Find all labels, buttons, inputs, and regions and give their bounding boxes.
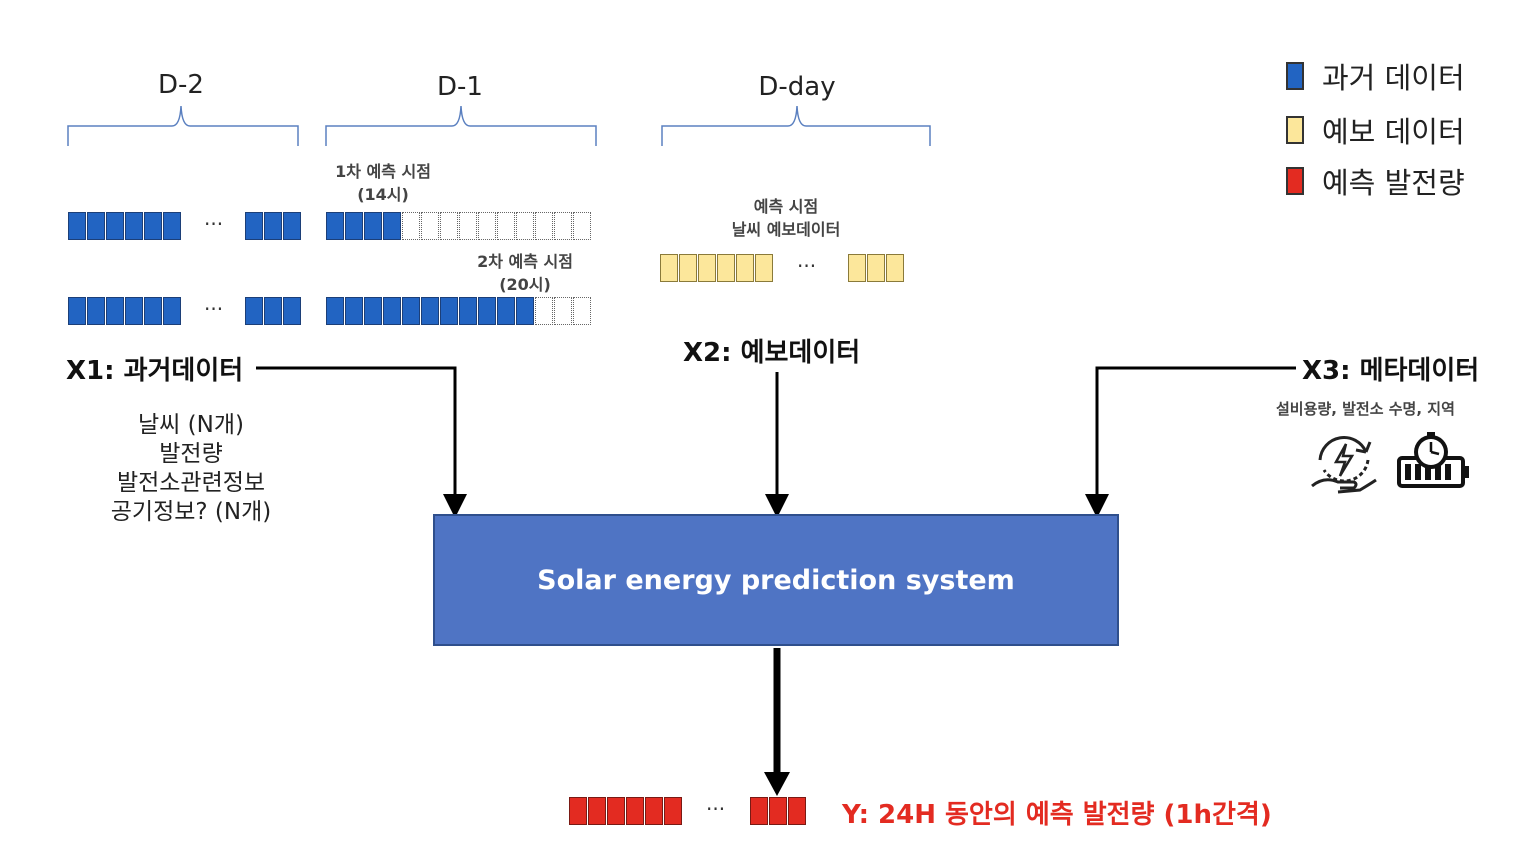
- legend-label-prediction: 예측 발전량: [1322, 166, 1465, 200]
- d2-row-1-ellipsis: ···: [204, 212, 224, 236]
- prediction-system-box: Solar energy prediction system: [433, 514, 1119, 646]
- note-second-forecast-line-1: 2차 예측 시점: [477, 252, 573, 271]
- battery-clock-icon: [1397, 432, 1469, 488]
- prediction-system-label: Solar energy prediction system: [537, 564, 1015, 596]
- d1-row-2: [326, 297, 592, 325]
- x1-item-plant-info: 발전소관련정보: [116, 470, 266, 496]
- legend-item-past: 과거 데이터: [1286, 55, 1465, 97]
- output-label: Y: 24H 동안의 예측 발전량 (1h간격): [842, 800, 1272, 830]
- x1-label: X1: 과거데이터: [66, 356, 244, 386]
- d2-row-2-block-b: [245, 297, 302, 325]
- x2-label: X2: 예보데이터: [683, 338, 861, 368]
- output-row-block-b: [750, 797, 807, 825]
- day-label-d2: D-2: [158, 70, 204, 100]
- note-first-forecast-line-2: (14시): [357, 185, 409, 204]
- legend-item-forecast: 예보 데이터: [1286, 109, 1465, 151]
- d2-row-2-ellipsis: ···: [204, 297, 224, 321]
- note-forecast-time-line-1: 예측 시점: [753, 197, 819, 216]
- note-first-forecast: 1차 예측 시점 (14시): [318, 160, 448, 206]
- note-first-forecast-line-1: 1차 예측 시점: [335, 162, 431, 181]
- x1-item-generation: 발전량: [159, 441, 223, 467]
- x1-item-air-info: 공기정보? (N개): [110, 499, 272, 525]
- brace-d1: [325, 105, 597, 146]
- legend-swatch-forecast: [1286, 116, 1304, 144]
- dday-row-block-a: [660, 254, 774, 282]
- output-arrowhead: [764, 772, 790, 796]
- note-forecast-time-line-2: 날씨 예보데이터: [731, 220, 841, 239]
- x3-label: X3: 메타데이터: [1302, 356, 1480, 386]
- brace-dday: [661, 105, 931, 146]
- legend-item-prediction: 예측 발전량: [1286, 160, 1465, 202]
- note-second-forecast-line-2: (20시): [499, 275, 551, 294]
- output-row-block-a: [569, 797, 683, 825]
- note-second-forecast: 2차 예측 시점 (20시): [460, 250, 590, 296]
- d2-row-2-block-a: [68, 297, 182, 325]
- output-row-ellipsis: ···: [706, 797, 726, 821]
- dday-row-ellipsis: ···: [797, 254, 817, 278]
- legend-label-past: 과거 데이터: [1322, 61, 1465, 95]
- hand-energy-icon: [1311, 435, 1377, 494]
- day-label-d1: D-1: [437, 72, 483, 102]
- x3-arrow: [1085, 366, 1296, 518]
- d1-row-1: [326, 212, 592, 240]
- x1-item-weather: 날씨 (N개): [138, 412, 244, 438]
- legend-swatch-past: [1286, 62, 1304, 90]
- legend-swatch-prediction: [1286, 167, 1304, 195]
- day-label-dday: D-day: [758, 72, 836, 102]
- x3-description: 설비용량, 발전소 수명, 지역: [1276, 400, 1455, 418]
- note-forecast-time: 예측 시점 날씨 예보데이터: [706, 195, 866, 241]
- d2-row-1-block-a: [68, 212, 182, 240]
- x1-description: 날씨 (N개) 발전량 발전소관련정보 공기정보? (N개): [41, 411, 341, 527]
- d2-row-1-block-b: [245, 212, 302, 240]
- brace-d2: [67, 105, 299, 146]
- x1-arrow: [256, 366, 467, 518]
- legend-label-forecast: 예보 데이터: [1322, 115, 1465, 149]
- dday-row-block-b: [848, 254, 905, 282]
